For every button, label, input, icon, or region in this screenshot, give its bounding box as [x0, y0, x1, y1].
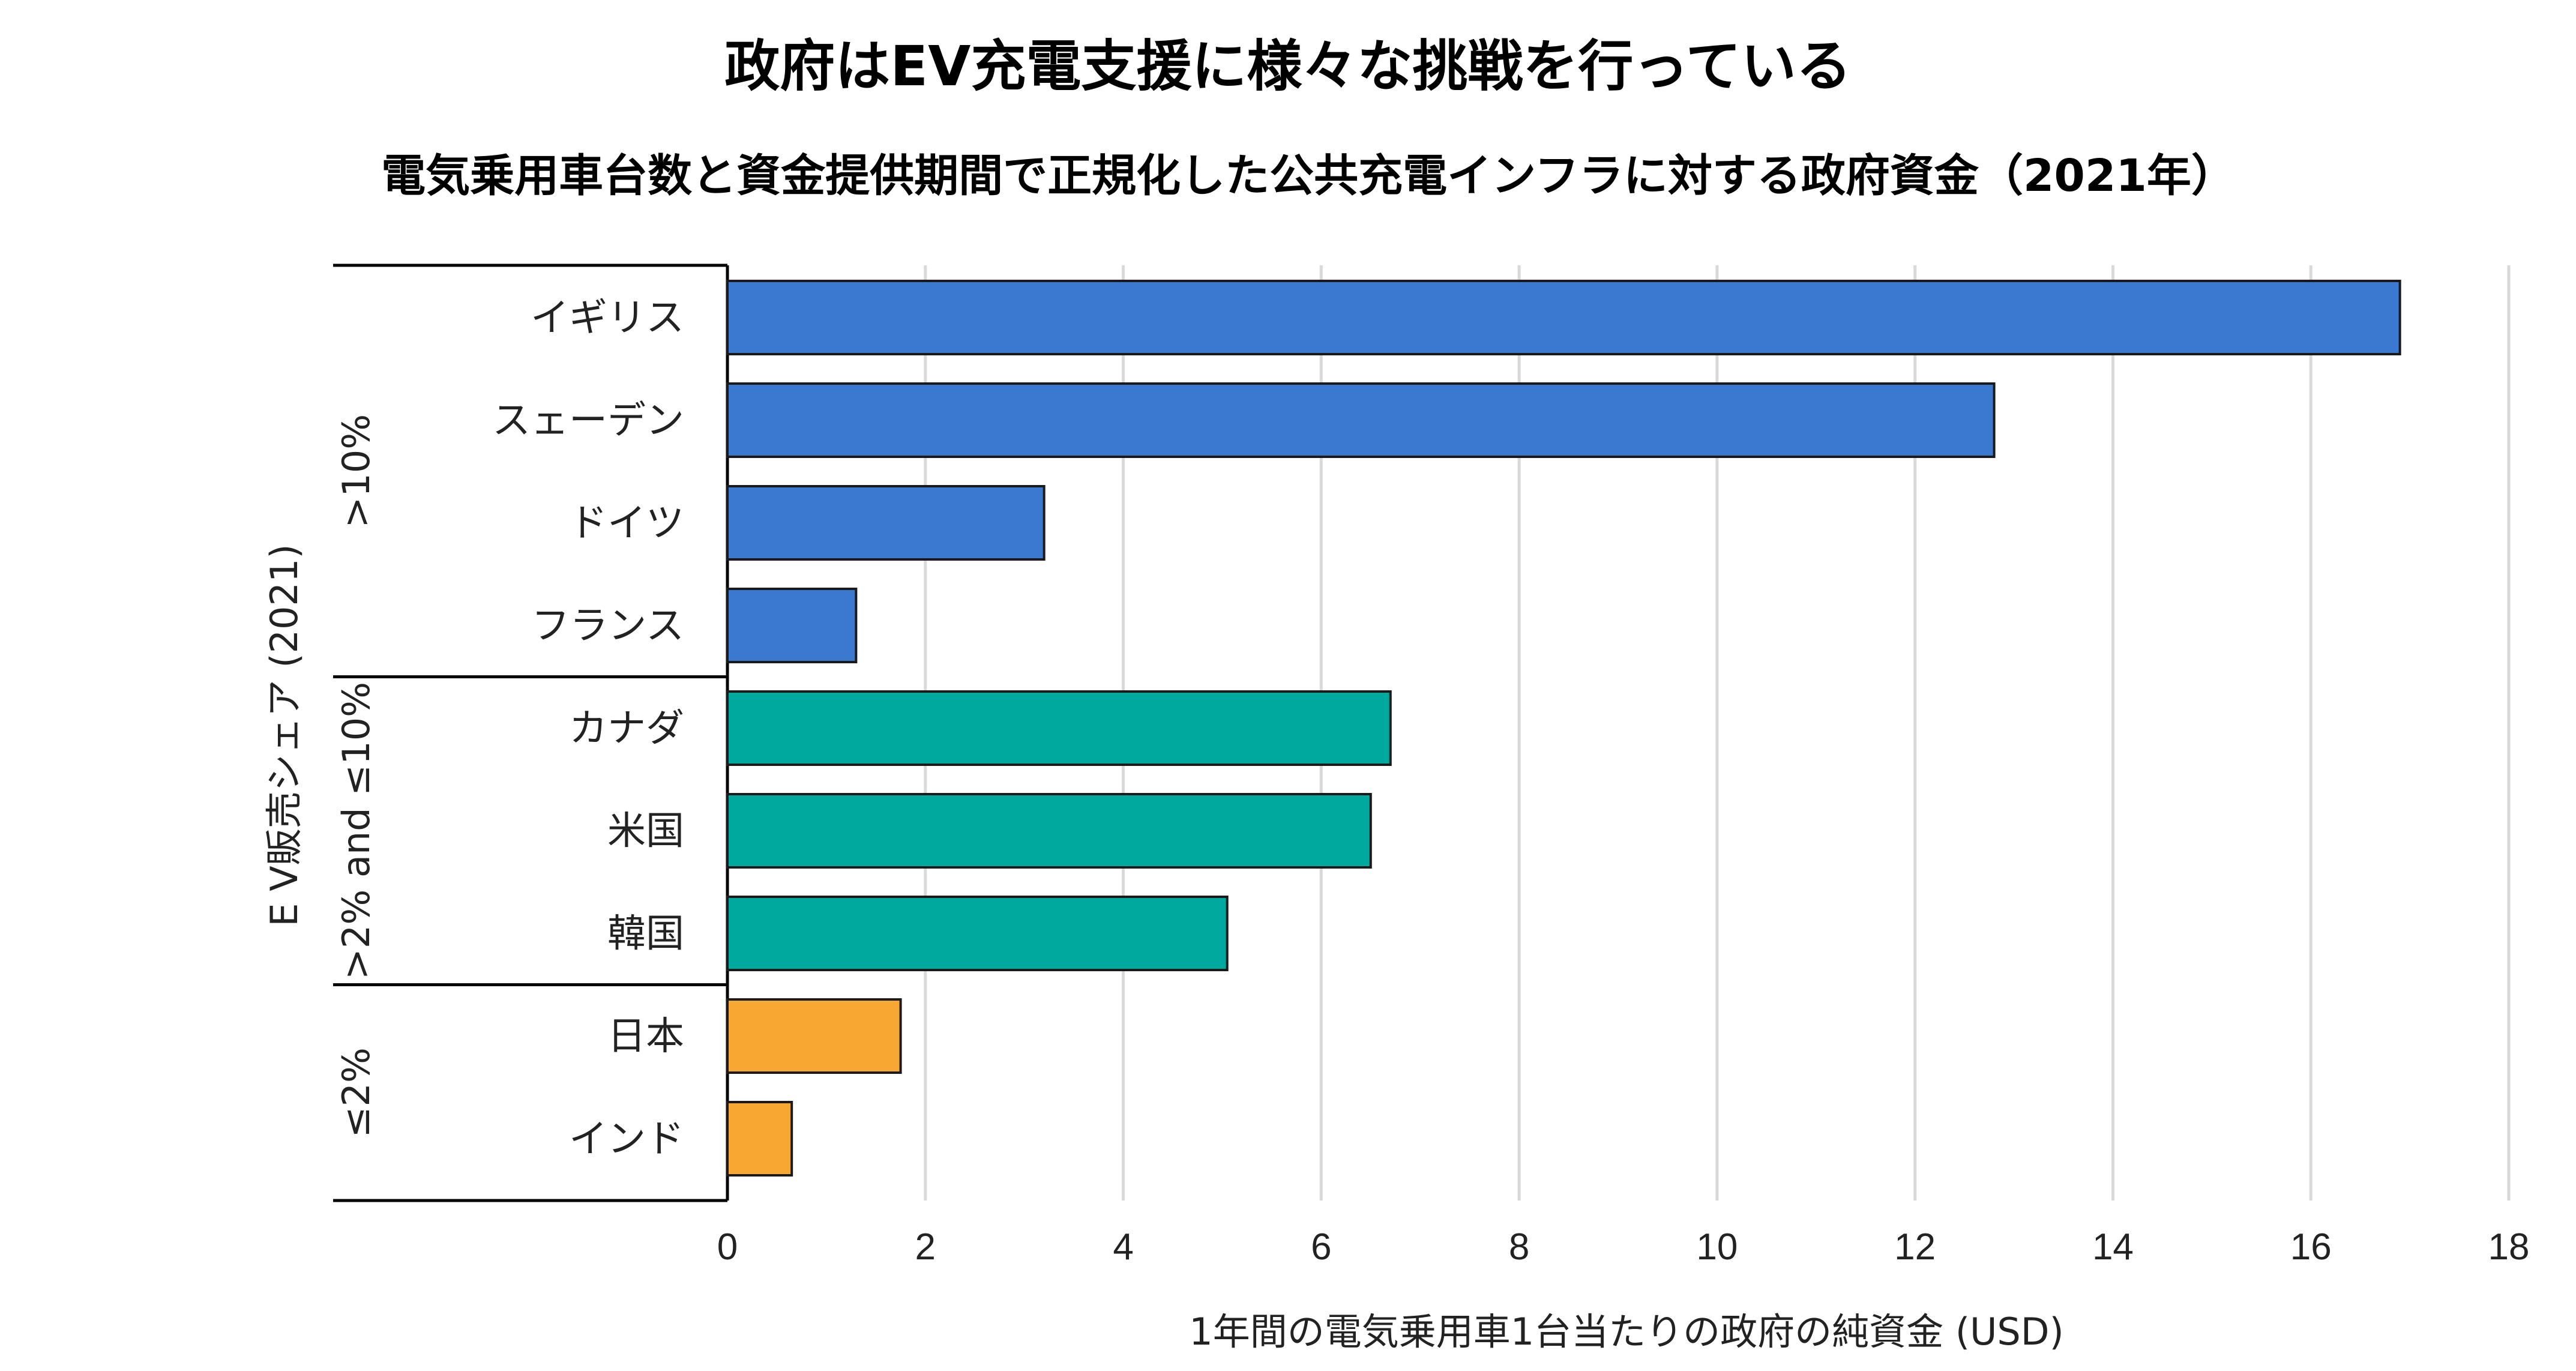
category-label: 米国 — [607, 809, 684, 854]
bar — [726, 485, 1046, 561]
chart-title: 政府はEV充電支援に様々な挑戦を行っている — [724, 34, 1851, 98]
group-label: >2% and ≤10% — [334, 682, 378, 980]
bar — [726, 896, 1229, 971]
bar — [726, 998, 902, 1074]
bar — [726, 793, 1372, 869]
category-label: インド — [569, 1117, 684, 1162]
category-label: フランス — [531, 604, 684, 648]
x-tick-label: 14 — [2092, 1226, 2134, 1268]
bar — [726, 1101, 793, 1177]
x-tick-label: 18 — [2488, 1226, 2530, 1268]
bar — [726, 690, 1392, 766]
category-label: イギリス — [531, 296, 684, 340]
category-label: 日本 — [607, 1014, 684, 1059]
bars — [726, 280, 2401, 1177]
group-label: >10% — [334, 414, 378, 528]
y-axis-title: E V販売シェア (2021) — [262, 544, 306, 926]
x-axis-title: 1年間の電気乗用車1台当たりの政府の純資金 (USD) — [1189, 1310, 2063, 1354]
x-tick-label: 2 — [915, 1226, 936, 1268]
bar — [726, 588, 858, 663]
x-tick-label: 0 — [717, 1226, 738, 1268]
x-tick-label: 16 — [2290, 1226, 2332, 1268]
x-tick-label: 6 — [1311, 1226, 1331, 1268]
category-label: スェーデン — [492, 399, 684, 443]
x-tick-label: 12 — [1894, 1226, 1936, 1268]
category-label: ドイツ — [569, 501, 684, 546]
x-tick-label: 8 — [1509, 1226, 1529, 1268]
group-label: ≤2% — [334, 1047, 378, 1137]
x-tick-label: 4 — [1113, 1226, 1133, 1268]
group-labels: >10% >2% and ≤10% ≤2% — [334, 414, 378, 1138]
chart-subtitle: 電気乗用車台数と資金提供期間で正規化した公共充電インフラに対する政府資金（202… — [381, 150, 2236, 202]
category-label: カナダ — [569, 707, 684, 751]
bar — [726, 382, 1996, 458]
x-tick-labels: 0 2 4 6 8 10 12 14 16 18 — [717, 1226, 2530, 1268]
category-label: 韓国 — [607, 912, 684, 956]
x-tick-label: 10 — [1696, 1226, 1738, 1268]
bar — [726, 280, 2401, 355]
